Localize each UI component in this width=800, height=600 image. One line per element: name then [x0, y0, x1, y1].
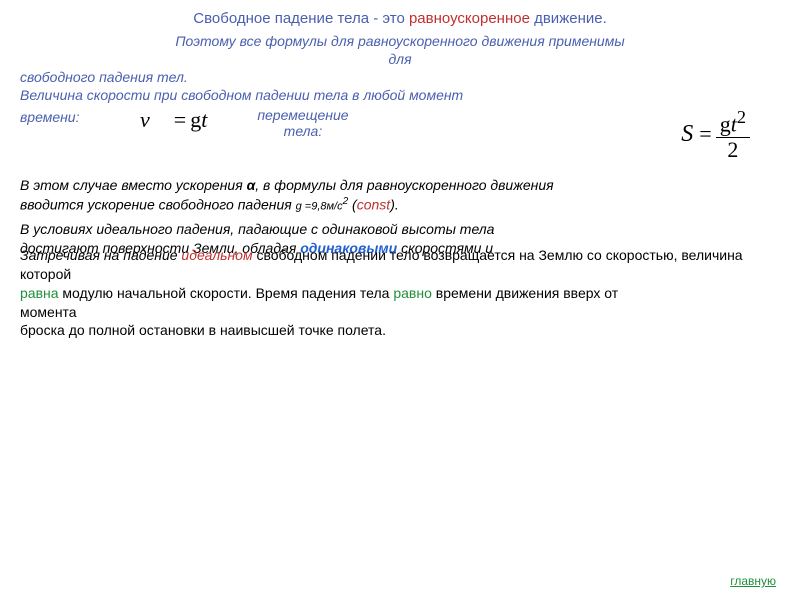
cont-2b: модулю начальной скорости. Время падения… — [59, 285, 394, 301]
subtitle-line-1: Поэтому все формулы для равноускоренного… — [20, 33, 780, 49]
cont-line-4: броска до полной остановки в наивысшей т… — [20, 321, 780, 340]
velocity-intro-2: времени: — [20, 109, 100, 125]
cont-line-1: которой — [20, 265, 780, 284]
title-prefix: Свободное падение тела - это — [193, 10, 409, 27]
displacement-formula: S = gt2 2 — [681, 107, 750, 162]
overlap-red: идеальном — [181, 247, 252, 263]
fraction-num: gt2 — [716, 107, 750, 138]
cont-2a: равна — [20, 285, 59, 301]
accel-text-2: , в формулы для равноускоренного движени… — [255, 177, 553, 193]
fraction: gt2 2 — [716, 107, 750, 162]
accel-text-1: В этом случае вместо ускорения — [20, 177, 247, 193]
const-close: ). — [390, 196, 399, 212]
subtitle-line-3: свободного падения тел. — [20, 69, 780, 85]
frac-g: g — [720, 111, 731, 136]
para2-l1: В условиях идеального падения, падающие … — [20, 221, 494, 237]
velocity-formula: v = gt — [140, 107, 207, 133]
accel-text-3: вводится ускорение свободного падения — [20, 196, 296, 212]
displacement-label-2: тела: — [284, 123, 323, 139]
displacement-label-1: перемещение — [257, 107, 348, 123]
formula-eq2: = — [699, 121, 711, 147]
cont-line-3: момента — [20, 303, 780, 322]
overlap-mid: свободном падении тело возвращается на З… — [253, 247, 743, 263]
const-open: ( — [348, 196, 357, 212]
displacement-label: перемещение тела: — [257, 107, 348, 139]
formula-v: v — [140, 107, 150, 133]
frac-sup: 2 — [737, 107, 746, 127]
formula-t1: t — [201, 107, 207, 133]
overlap-prefix: Затречивая на падение — [20, 247, 181, 263]
velocity-intro-1: Величина скорости при свободном падении … — [20, 87, 780, 103]
accel-paragraph: В этом случае вместо ускорения α, в форм… — [20, 176, 780, 214]
overlapping-line: Затречивая на падение идеальном свободно… — [20, 246, 780, 265]
formula-s: S — [681, 121, 693, 148]
title-keyword: равноускоренное — [409, 10, 530, 27]
accel-alpha: α — [247, 177, 256, 193]
const-word: const — [357, 196, 390, 212]
cont-2d: времени движения вверх от — [432, 285, 618, 301]
cont-2c: равно — [393, 285, 432, 301]
formula-eq1: = — [174, 107, 186, 133]
g-value: g =9,8м/с — [296, 200, 343, 212]
cont-line-2: равна модулю начальной скорости. Время п… — [20, 284, 780, 303]
title-suffix: движение. — [530, 10, 607, 27]
fraction-den: 2 — [723, 138, 742, 162]
slide-title: Свободное падение тела - это равноускоре… — [20, 10, 780, 27]
subtitle-line-2: для — [20, 51, 780, 67]
formula-row: времени: v = gt перемещение тела: S = gt… — [20, 107, 780, 162]
formula-g1: g — [190, 107, 201, 133]
home-link[interactable]: главную — [730, 574, 776, 588]
